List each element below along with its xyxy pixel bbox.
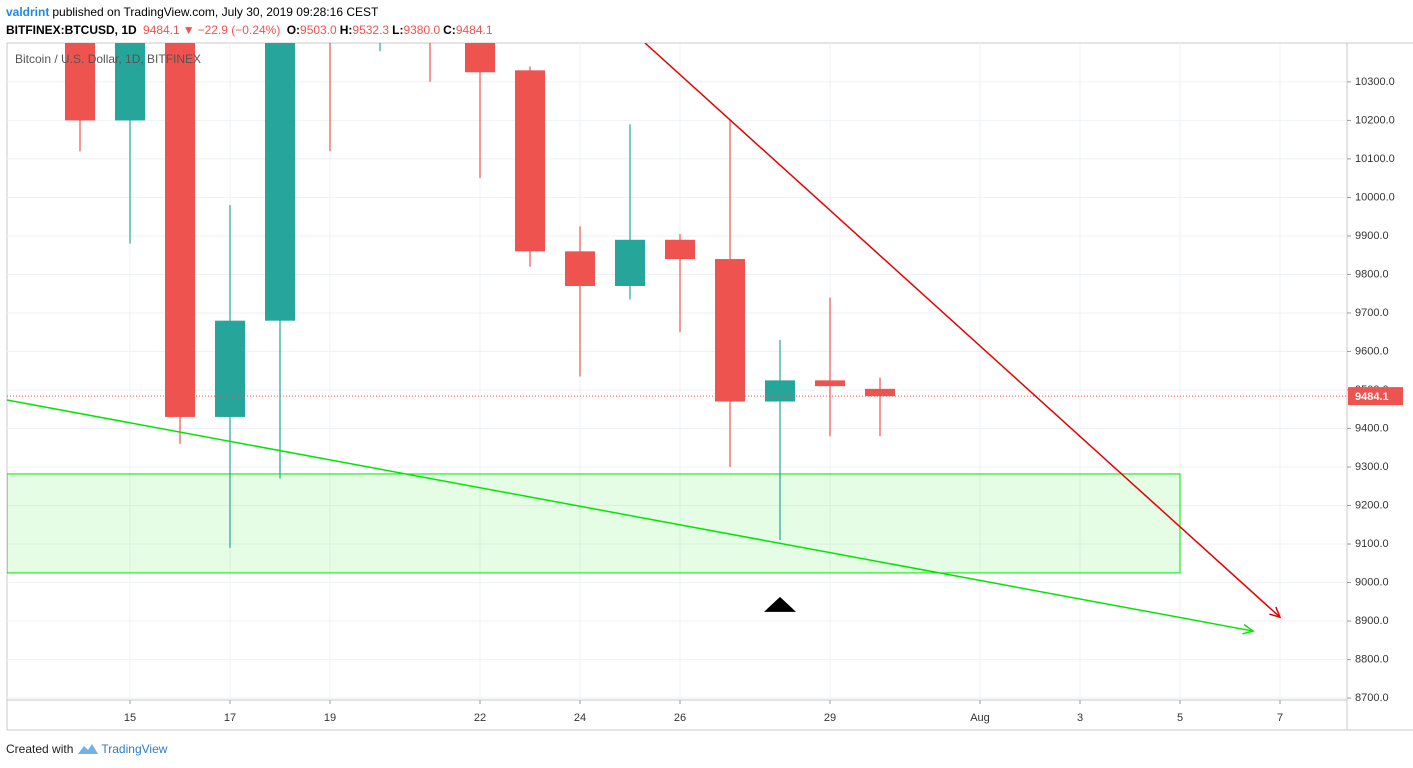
axes: 8700.0 8800.0 8900.0 9000.0 9100.0 9200.0 9300… — [124, 76, 1403, 724]
y-tick-label: 8700.0 — [1355, 692, 1389, 704]
ohlc-value: 9484.1 — [455, 23, 493, 37]
support-zone — [7, 473, 1181, 574]
x-tick-label: 24 — [574, 712, 586, 724]
y-tick-label: 8800.0 — [1355, 653, 1389, 665]
last: 9484.1 — [143, 23, 180, 37]
y-tick-label: 9900.0 — [1355, 230, 1389, 242]
brand[interactable]: TradingView — [101, 742, 168, 756]
author[interactable]: valdrint — [6, 5, 50, 19]
x-tick-label: 19 — [324, 712, 336, 724]
trendline — [644, 43, 1281, 618]
x-tick-label: 26 — [674, 712, 686, 724]
candle-body — [565, 251, 595, 287]
footer: Created with TradingView — [6, 742, 167, 756]
y-tick-label: 9100.0 — [1355, 538, 1389, 550]
ohlc: O:9503.0 H:9532.3 L:9380.0 C:9484.1 — [287, 23, 496, 37]
x-tick-label: 15 — [124, 712, 136, 724]
grid — [7, 43, 1347, 700]
x-tick-label: Aug — [970, 712, 990, 724]
candle-body — [615, 239, 645, 287]
y-tick-label: 9700.0 — [1355, 307, 1389, 319]
arrow: ▼ — [182, 23, 195, 37]
logo — [78, 744, 99, 754]
candle-body — [515, 70, 545, 252]
ohlc-value: 9503.0 — [300, 23, 337, 37]
candle-body — [165, 43, 195, 417]
marker — [764, 596, 796, 612]
last-price-label: 9484.1 — [1355, 391, 1389, 403]
candle-body — [265, 43, 295, 321]
arrowhead — [1242, 623, 1255, 635]
ohlc-value: 9532.3 — [352, 23, 390, 37]
symbol: BITFINEX:BTCUSD, 1D — [6, 23, 137, 37]
byline: published on TradingView.com, July 30, 2… — [52, 5, 379, 19]
y-tick-label: 8900.0 — [1355, 615, 1389, 627]
plot — [7, 43, 1347, 635]
y-tick-label: 10300.0 — [1355, 76, 1395, 88]
chart: 8700.0 8800.0 8900.0 9000.0 9100.0 9200.0 9300… — [6, 42, 1413, 731]
candle-body — [815, 380, 845, 387]
y-tick-label: 9300.0 — [1355, 461, 1389, 473]
arrowhead — [1269, 606, 1282, 619]
x-tick-label: 17 — [224, 712, 236, 724]
x-tick-label: 5 — [1177, 712, 1183, 724]
candle-body — [65, 43, 95, 121]
y-tick-label: 9600.0 — [1355, 345, 1389, 357]
header-line-1: valdrint published on TradingView.com, Ju… — [6, 5, 381, 19]
y-tick-label: 10100.0 — [1355, 153, 1395, 165]
x-tick-label: 7 — [1277, 712, 1283, 724]
candle-body — [765, 380, 795, 402]
y-tick-label: 10000.0 — [1355, 191, 1395, 203]
trendline — [7, 399, 1254, 632]
header-line-2: BITFINEX:BTCUSD, 1D 9484.1 ▼ −22.9 (−0.24%… — [6, 23, 499, 37]
candle-body — [465, 43, 495, 73]
y-tick-label: 9000.0 — [1355, 576, 1389, 588]
ohlc-label: C: — [443, 23, 456, 37]
x-tick-label: 3 — [1077, 712, 1083, 724]
candle-body — [865, 388, 895, 397]
y-tick-label: 10200.0 — [1355, 114, 1395, 126]
candle-body — [715, 259, 745, 402]
ohlc-label: O: — [286, 23, 301, 37]
ohlc-value: 9380.0 — [403, 23, 441, 37]
y-tick-label: 9800.0 — [1355, 268, 1389, 280]
last-price-box — [1348, 387, 1403, 406]
created: Created with — [6, 742, 74, 756]
candle-body — [215, 320, 245, 417]
ohlc-label: L: — [392, 23, 404, 37]
chart-title: Bitcoin / U.S. Dollar, 1D, BITFINEX — [15, 52, 201, 66]
ohlc-label: H: — [339, 23, 353, 37]
y-tick-label: 9400.0 — [1355, 422, 1389, 434]
x-tick-label: 22 — [474, 712, 486, 724]
change: −22.9 (−0.24%) — [197, 23, 281, 37]
candle-body — [115, 43, 145, 121]
candle-body — [665, 239, 695, 260]
x-tick-label: 29 — [824, 712, 836, 724]
y-tick-label: 9200.0 — [1355, 499, 1389, 511]
